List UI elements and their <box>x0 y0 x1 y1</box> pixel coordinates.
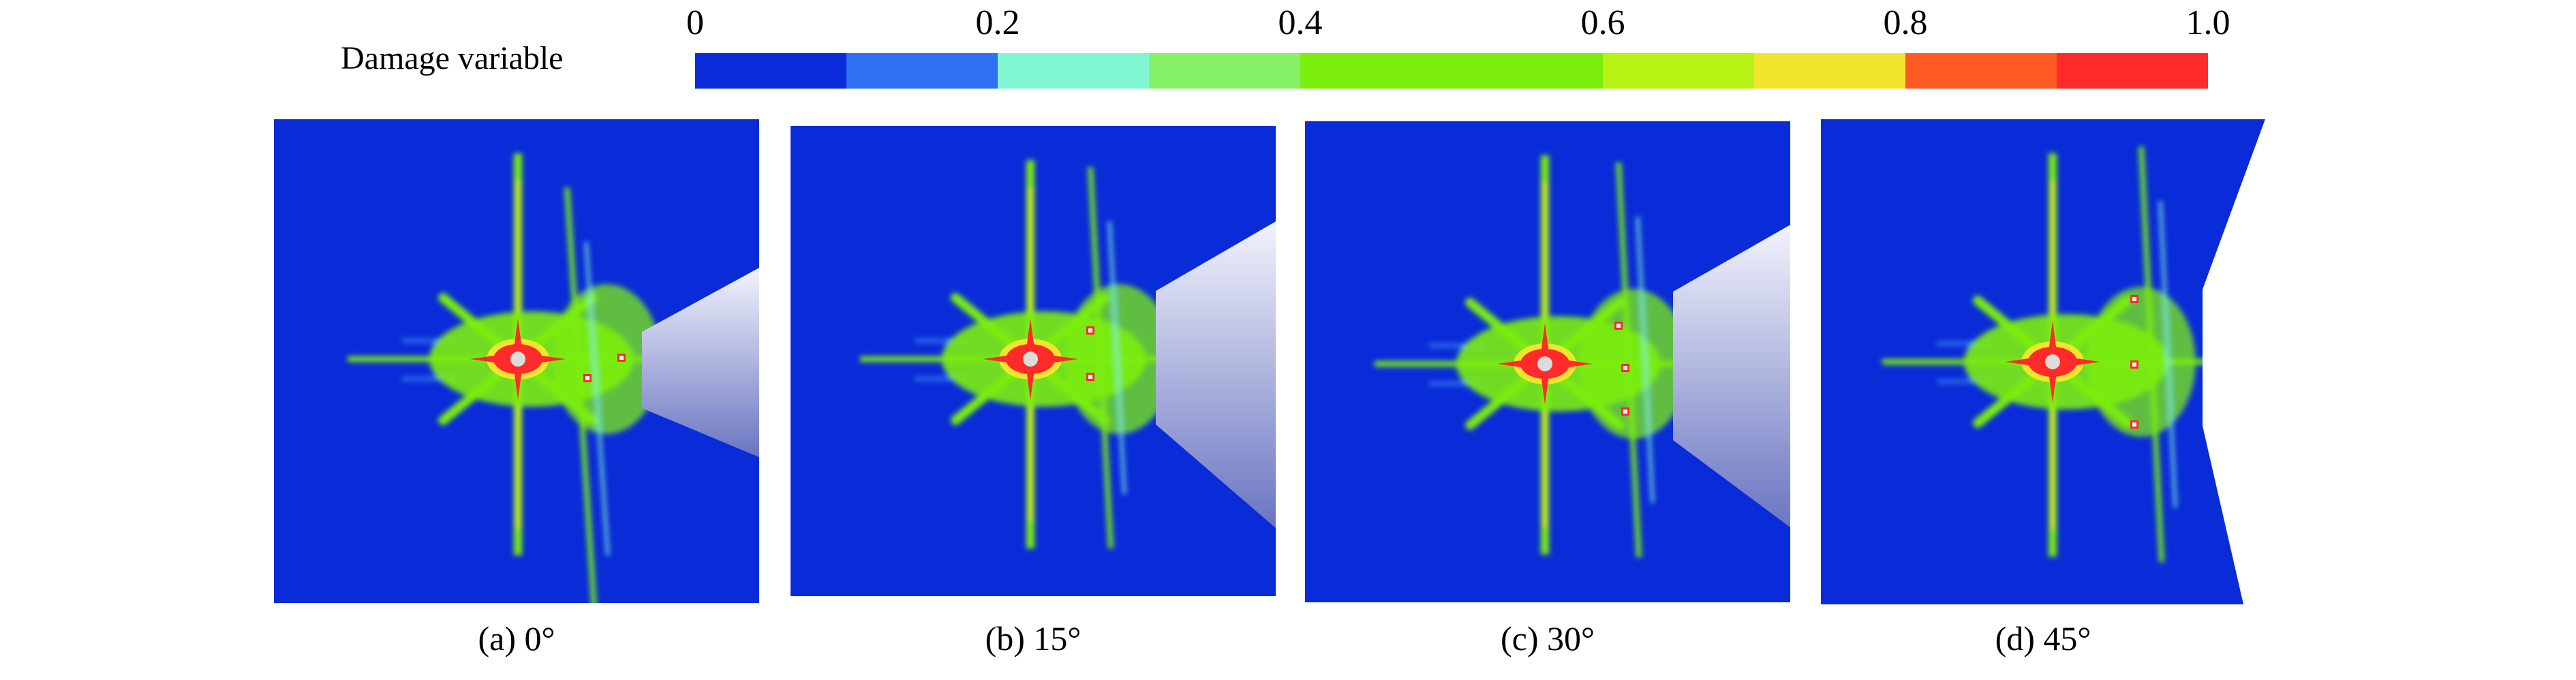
borehole <box>510 352 525 367</box>
secondary-crack <box>1107 221 1126 495</box>
scale-segment-6 <box>1603 53 1754 89</box>
damage-contour-plot <box>274 119 759 603</box>
horizontal-crack <box>402 377 457 381</box>
tip-damage-spot-core <box>619 356 624 360</box>
tip-damage-spot-core <box>1623 366 1627 370</box>
scale-segment-4 <box>1300 53 1452 89</box>
scale-tick-label: 1.0 <box>2186 3 2230 42</box>
cone-free-face <box>1673 225 1790 527</box>
secondary-crack <box>1088 166 1114 549</box>
caption-panel-a: (a) 0° <box>478 619 555 658</box>
tip-damage-spot-core <box>585 376 589 380</box>
secondary-crack <box>2158 200 2177 508</box>
borehole <box>2045 354 2060 369</box>
tip-damage-spot-core <box>2132 297 2136 301</box>
scale-tick-label: 0.8 <box>1883 3 1928 42</box>
tip-damage-spot-core <box>1623 409 1627 414</box>
damage-zone-outer <box>2087 287 2196 437</box>
borehole <box>1537 356 1552 371</box>
caption-panel-d: (d) 45° <box>1995 619 2091 658</box>
secondary-crack <box>1636 216 1655 504</box>
free-face-notch <box>2203 119 2265 604</box>
scale-tick-label: 0.4 <box>1278 3 1323 42</box>
horizontal-crack <box>1429 343 1484 347</box>
scale-segment-1 <box>846 53 998 89</box>
caption-panel-b: (b) 15° <box>985 619 1082 658</box>
free-face-notch <box>2203 119 2265 290</box>
secondary-crack <box>1616 161 1642 558</box>
horizontal-crack <box>1429 382 1484 386</box>
scale-tick-label: 0.2 <box>975 3 1020 42</box>
horizontal-crack <box>915 339 969 343</box>
damage-contour-plot <box>791 126 1276 596</box>
horizontal-crack <box>402 339 457 343</box>
legend-title: Damage variable <box>341 40 564 76</box>
damage-contour-plot <box>1305 121 1790 602</box>
damage-panel-0-degree <box>274 119 759 603</box>
tip-damage-spot-core <box>1088 375 1092 379</box>
horizontal-crack <box>915 377 969 381</box>
crack-network <box>1375 155 1729 558</box>
scale-segment-5 <box>1452 53 1603 89</box>
scale-segment-2 <box>998 53 1149 89</box>
secondary-crack <box>2138 146 2164 563</box>
damage-contour-plot <box>1821 119 2265 604</box>
damage-zone-outer <box>1064 284 1174 434</box>
scale-segment-0 <box>695 53 846 89</box>
secondary-crack <box>584 241 610 556</box>
damage-panel-45-degree <box>1821 119 2265 604</box>
damage-zone-outer <box>1579 289 1688 439</box>
horizontal-crack <box>1937 341 1991 345</box>
damage-panel-30-degree <box>1305 121 1790 602</box>
damage-panel-15-degree <box>791 126 1276 596</box>
tip-damage-spot-core <box>1088 328 1092 333</box>
horizontal-crack <box>1937 380 1991 384</box>
color-scale-bar <box>695 53 2208 89</box>
tip-damage-spot-core <box>2132 422 2136 427</box>
scale-segment-7 <box>1754 53 1905 89</box>
cone-free-face <box>1156 221 1276 528</box>
tip-damage-spot-core <box>1616 324 1621 328</box>
scale-segment-9 <box>2057 53 2208 89</box>
scale-tick-label: 0.6 <box>1580 3 1625 42</box>
secondary-crack <box>564 187 597 603</box>
tip-damage-spot-core <box>2132 362 2136 367</box>
cone-free-face <box>642 268 759 457</box>
scale-segment-8 <box>1905 53 2057 89</box>
scale-segment-3 <box>1149 53 1300 89</box>
borehole <box>1023 352 1038 367</box>
caption-panel-c: (c) 30° <box>1501 619 1595 658</box>
scale-tick-label: 0 <box>686 3 704 42</box>
